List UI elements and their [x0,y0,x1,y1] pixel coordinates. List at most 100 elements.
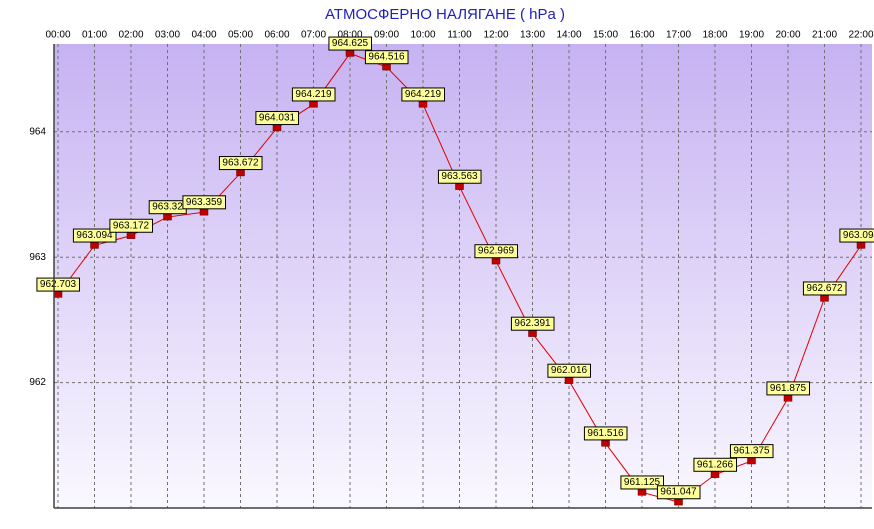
data-label-box [364,50,409,65]
x-tick-label: 16:00 [629,30,654,41]
x-tick-label: 21:00 [812,30,837,41]
x-tick-label: 12:00 [483,30,508,41]
data-point [199,208,209,216]
data-label-text: 962.703 [40,279,77,290]
data-label-box [583,426,628,441]
data-label: 964.219 [291,87,336,102]
data-point [637,489,647,496]
data-point [272,124,282,132]
data-label-text: 962.969 [478,246,515,257]
data-point [418,101,428,108]
data-label: 962.703 [36,277,81,292]
data-point [674,498,683,506]
data-label-box [109,218,154,233]
data-label-box [510,316,555,331]
data-label-box [729,444,774,459]
data-label: 963.563 [437,169,482,184]
data-point [528,330,537,337]
data-label-text: 962.391 [514,318,551,329]
data-label-box [802,281,847,296]
data-label: 963.094 [839,228,874,243]
data-point [382,63,391,71]
data-label-box [182,195,227,210]
data-label-text: 962.672 [806,283,843,294]
data-label-text: 963.32 [152,202,183,213]
data-label-text: 964.219 [405,89,442,100]
data-label: 962.969 [474,244,519,259]
data-label-text: 964.219 [295,89,332,100]
x-tick-label: 17:00 [666,30,691,41]
data-label: 964.031 [255,111,300,126]
x-tick-label: 10:00 [410,30,435,41]
y-tick-label: 964 [29,126,46,137]
data-point [564,377,574,384]
data-label-text: 964.516 [368,52,405,63]
x-tick-label: 09:00 [374,30,399,41]
data-point [163,213,172,221]
data-label-text: 961.516 [587,428,624,439]
y-tick-label: 962 [29,377,46,388]
data-label-box [547,363,592,378]
x-tick-label: 11:00 [447,30,472,41]
x-tick-label: 05:00 [228,30,253,41]
data-point [601,440,610,447]
data-label-box [328,36,373,51]
data-label: 963.32 [148,200,187,215]
y-tick-label: 963 [29,252,46,263]
x-tick-label: 20:00 [775,30,800,41]
data-label-box [255,111,300,126]
data-point [856,242,866,249]
data-label-box [839,228,874,243]
x-tick-label: 02:00 [118,30,143,41]
data-label-text: 961.875 [770,383,807,394]
data-label: 964.219 [401,87,446,102]
data-label: 962.391 [510,316,555,331]
data-label: 964.516 [364,50,409,65]
data-point [126,232,136,239]
data-label-text: 963.094 [843,230,874,241]
data-label: 963.672 [218,156,263,171]
data-label: 961.047 [656,485,701,500]
data-label-text: 963.672 [222,158,259,169]
x-tick-label: 13:00 [520,30,545,41]
data-label: 961.125 [620,475,665,490]
data-point [710,471,720,478]
data-label-text: 962.016 [551,365,588,376]
x-tick-label: 01:00 [82,30,107,41]
data-label-text: 964.031 [259,113,296,124]
x-tick-label: 07:00 [301,30,326,41]
data-label-box [72,228,117,243]
data-label: 963.172 [109,218,154,233]
grid [54,44,872,508]
data-label-box [474,244,519,259]
data-label: 961.875 [766,381,811,396]
data-point [90,242,99,249]
data-label-text: 961.375 [733,446,770,457]
data-label-text: 963.563 [441,171,478,182]
data-label: 964.625 [328,36,373,51]
data-point [783,395,793,402]
data-label-box [656,485,701,500]
x-tick-label: 22:00 [848,30,873,41]
data-point [747,457,756,465]
x-tick-label: 18:00 [702,30,727,41]
data-point [455,183,464,190]
data-label-text: 963.094 [76,230,113,241]
x-tick-label: 19:00 [739,30,764,41]
x-tick-label: 04:00 [191,30,216,41]
data-label-box [401,87,446,102]
data-point [820,295,829,302]
data-label: 963.359 [182,195,227,210]
x-tick-label: 03:00 [155,30,180,41]
data-label-box [36,277,81,292]
data-point [491,257,501,265]
data-label-box [693,457,738,472]
data-label: 962.016 [547,363,592,378]
x-tick-label: 08:00 [337,30,362,41]
data-label-box [620,475,665,490]
data-label-box [291,87,336,102]
x-tick-label: 14:00 [556,30,581,41]
data-label-text: 963.172 [113,220,150,231]
data-label-box [218,156,263,171]
